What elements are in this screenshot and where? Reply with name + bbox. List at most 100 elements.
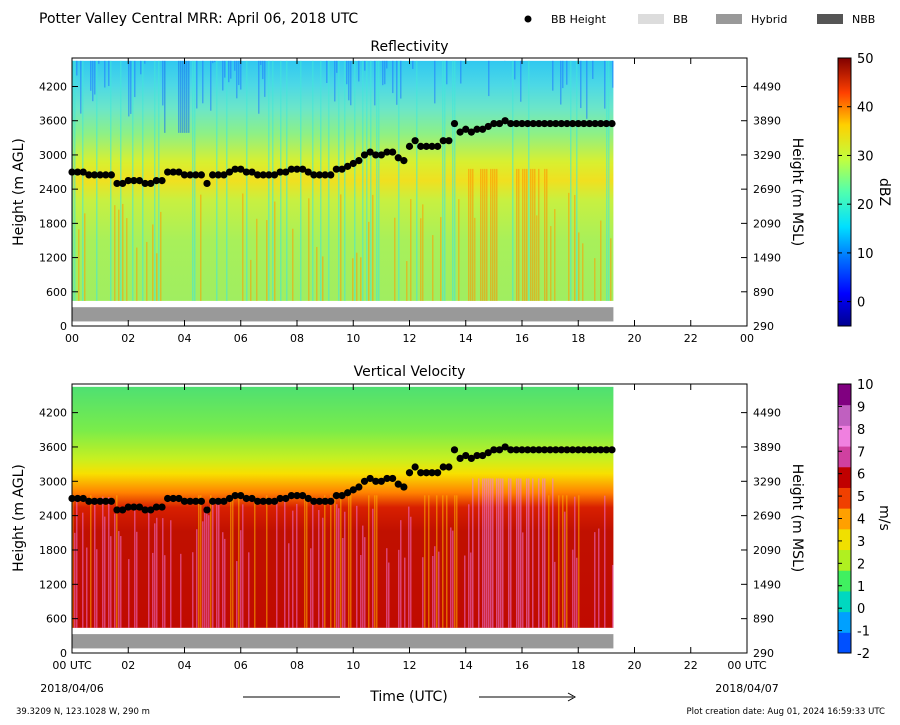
- y-tick-label: 1200: [39, 252, 67, 265]
- field-stripe: [208, 515, 210, 628]
- field-stripe: [74, 60, 76, 301]
- bb-height-point: [580, 119, 588, 128]
- field-stripe: [488, 478, 490, 628]
- field-stripe: [188, 60, 190, 133]
- velocity-frame: [71, 383, 748, 654]
- legend-item-nbb: NBB: [817, 13, 875, 26]
- field-stripe: [338, 508, 340, 628]
- x-tick-label: 18: [571, 332, 585, 345]
- field-stripe: [236, 60, 238, 99]
- field-stripe: [396, 60, 398, 105]
- x-tick-label: 18: [571, 659, 585, 672]
- bb-height-point: [248, 494, 256, 503]
- field-stripe: [444, 60, 446, 301]
- field-stripe: [340, 495, 342, 628]
- field-stripe: [346, 60, 348, 85]
- field-stripe: [322, 517, 324, 628]
- field-stripe: [548, 495, 550, 628]
- bb-height-point: [574, 446, 582, 454]
- y-tick-label-right: 3290: [753, 149, 781, 162]
- field-stripe: [386, 60, 388, 69]
- colorbar-tick-label: 40: [857, 101, 874, 116]
- field-stripe: [478, 478, 480, 628]
- bb-height-point: [439, 463, 447, 471]
- field-stripe: [440, 217, 442, 301]
- field-stripe: [388, 562, 390, 628]
- bb-height-point: [90, 171, 99, 179]
- field-stripe: [370, 60, 372, 301]
- field-stripe: [164, 60, 166, 133]
- field-stripe: [334, 60, 336, 102]
- field-stripe: [180, 553, 182, 628]
- field-stripe: [434, 546, 436, 628]
- field-stripe: [554, 561, 556, 628]
- field-stripe: [458, 199, 460, 301]
- y-tick-label: 3000: [39, 475, 67, 488]
- bb-height-point: [597, 119, 605, 128]
- bb-height-point: [141, 179, 149, 188]
- field-stripe: [76, 495, 78, 628]
- bb-height-point: [344, 162, 352, 170]
- field-stripe: [452, 60, 454, 301]
- reflectivity-colorbar-bar: [837, 57, 852, 327]
- field-stripe: [108, 496, 110, 628]
- field-stripe: [324, 495, 326, 628]
- bb-height-point: [422, 469, 430, 477]
- field-stripe: [114, 513, 116, 628]
- bb-height-point: [456, 454, 464, 463]
- field-stripe: [566, 60, 568, 85]
- field-stripe: [144, 60, 146, 64]
- bb-height-point: [411, 463, 419, 471]
- field-stripe: [456, 495, 458, 628]
- field-stripe: [612, 564, 614, 628]
- field-stripe: [356, 252, 358, 301]
- field-stripe: [552, 478, 554, 628]
- bb-height-point: [107, 171, 115, 179]
- field-stripe: [574, 496, 576, 628]
- bb-height-point: [372, 151, 380, 159]
- colorbar-tick-label: 4: [857, 513, 865, 528]
- legend-label: BB Height: [551, 13, 607, 26]
- bb-height-point: [563, 446, 571, 454]
- bb-height-point: [507, 119, 515, 128]
- field-stripe: [334, 495, 336, 628]
- bb-height-point: [445, 463, 453, 471]
- colorbar-segment: [838, 508, 851, 530]
- colorbar-tick-label: 0: [857, 296, 865, 311]
- field-stripe: [446, 495, 448, 628]
- bb-height-point: [265, 171, 273, 179]
- bb-height-point: [186, 497, 194, 505]
- bb-height-point: [467, 454, 475, 463]
- colorbar-tick-label: 3: [857, 535, 865, 550]
- field-stripe: [578, 495, 580, 628]
- field-stripe: [82, 512, 84, 628]
- bb-height-point: [439, 137, 447, 145]
- y-tick-label-right: 3890: [753, 115, 781, 128]
- field-stripe: [154, 523, 156, 628]
- bb-height-point: [540, 119, 549, 128]
- bb-height-point: [574, 119, 582, 128]
- bb-height-point: [130, 176, 138, 185]
- velocity-colorbar-label: m/s: [876, 505, 892, 531]
- y-tick-label: 3600: [39, 115, 67, 128]
- bb-height-point: [422, 142, 430, 150]
- bb-height-point: [158, 176, 166, 185]
- field-stripe: [122, 203, 124, 301]
- field-stripe: [604, 495, 606, 628]
- field-stripe: [98, 60, 100, 64]
- field-stripe: [248, 552, 250, 628]
- field-stripe: [542, 478, 544, 628]
- bb-height-point: [602, 119, 610, 128]
- y-tick-label-right: 2090: [753, 217, 781, 230]
- field-stripe: [474, 217, 476, 301]
- bb-height-point: [304, 494, 312, 503]
- bb-height-point: [152, 176, 160, 185]
- x-tick-label: 16: [515, 332, 529, 345]
- bb-height-point: [490, 119, 498, 128]
- field-stripe: [260, 60, 262, 65]
- bb-height-point: [152, 503, 160, 511]
- field-stripe: [310, 548, 312, 628]
- field-stripe: [508, 478, 510, 628]
- field-stripe: [322, 256, 324, 301]
